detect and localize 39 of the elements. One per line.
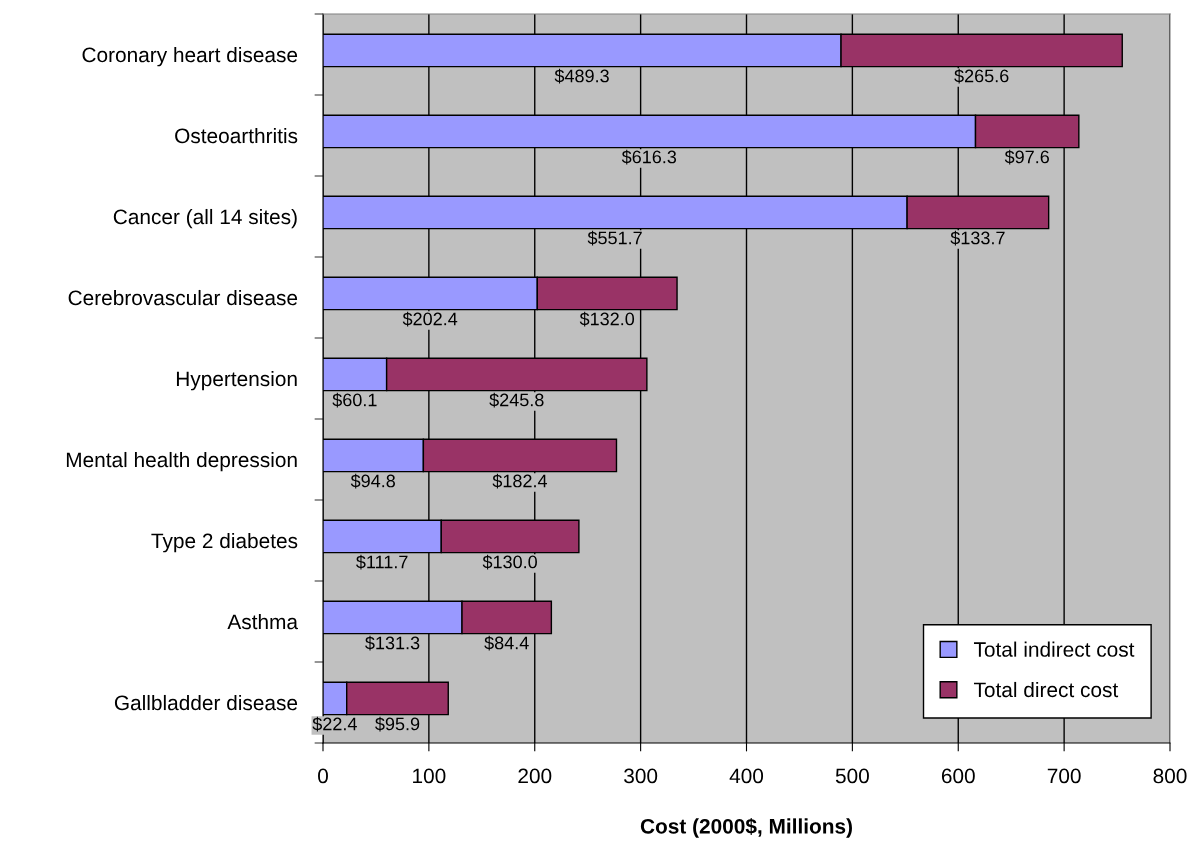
x-tick-label: 800 <box>1153 768 1187 784</box>
y-tick-label: Asthma <box>227 613 298 630</box>
legend-label: Total direct cost <box>973 681 1119 698</box>
data-label: $60.1 <box>332 392 377 408</box>
data-label: $84.4 <box>484 635 529 651</box>
x-tick-label: 0 <box>318 768 328 784</box>
y-tick-label: Type 2 diabetes <box>151 532 298 553</box>
y-tick-label: Cerebrovascular disease <box>68 289 298 306</box>
data-label: $131.3 <box>365 635 420 651</box>
data-label: $245.8 <box>489 392 544 408</box>
data-label: $133.7 <box>950 230 1005 246</box>
data-label: $265.6 <box>954 68 1009 84</box>
y-tick-label: Gallbladder disease <box>114 694 298 711</box>
x-tick-label: 300 <box>624 768 658 784</box>
y-tick-label: Cancer (all 14 sites) <box>113 208 297 229</box>
y-tick-label: Osteoarthritis <box>175 127 298 144</box>
data-label: $616.3 <box>621 149 677 165</box>
data-label: $489.3 <box>554 68 609 84</box>
data-label: $111.7 <box>356 554 408 570</box>
x-tick-label: 400 <box>729 768 764 784</box>
y-tick-label: Hypertension <box>176 370 297 391</box>
x-axis-title: Cost (2000$, Millions) <box>640 817 852 838</box>
data-label: $94.8 <box>350 473 395 489</box>
data-label: $182.4 <box>492 473 548 489</box>
data-label: $132.0 <box>579 311 635 327</box>
x-tick-label: 700 <box>1047 768 1081 784</box>
y-tick-label: Mental health depression <box>66 451 297 472</box>
x-tick-label: 600 <box>941 768 975 784</box>
x-tick-label: 200 <box>518 768 552 784</box>
data-label: $95.9 <box>375 716 420 732</box>
legend-label: Total indirect cost <box>973 641 1135 657</box>
y-tick-label: Coronary heart disease <box>82 46 298 67</box>
data-label: $22.4 <box>312 716 357 732</box>
x-tick-label: 100 <box>413 768 446 784</box>
data-label: $97.6 <box>1004 149 1049 165</box>
data-label: $202.4 <box>402 311 458 327</box>
data-label: $130.0 <box>482 554 537 570</box>
x-tick-label: 500 <box>835 768 869 784</box>
data-label: $551.7 <box>587 230 642 246</box>
